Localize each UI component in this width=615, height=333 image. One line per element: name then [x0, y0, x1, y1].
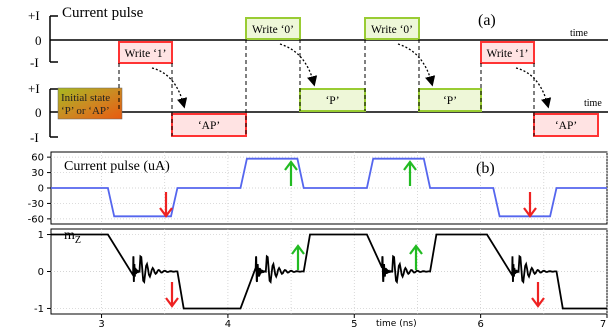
write-0-box-first — [245, 17, 301, 40]
transition-arrow — [515, 67, 552, 109]
down-arrow-red — [531, 282, 545, 308]
state-ap-box-second — [533, 113, 599, 137]
y-tick-label: -60 — [28, 214, 44, 225]
mz-series-line — [51, 233, 607, 310]
dashed-connectors — [118, 39, 535, 136]
up-arrow-green — [291, 244, 305, 270]
x-tick-label: 3 — [98, 319, 104, 330]
write-1-label-first: Write ‘1’ — [124, 48, 166, 60]
x-tick-label: 6 — [477, 319, 483, 330]
x-axis-label: time (ns) — [376, 319, 417, 329]
state-p-label-second: ‘P’ — [443, 95, 457, 107]
tick-label-a1-zero: 0 — [35, 33, 42, 48]
y-tick-label: 0 — [38, 184, 44, 195]
panel-a: +I 0 -I Current pulse (a) time Write ‘1’… — [28, 5, 608, 145]
transition-arrows — [151, 43, 552, 109]
initial-state-line1: Initial state — [61, 92, 110, 104]
y-tick-label: -1 — [34, 304, 44, 315]
down-arrow-red — [165, 282, 179, 308]
y-tick-label: -30 — [28, 199, 44, 210]
tick-label-a2-plus: +I — [28, 81, 40, 96]
y-tick-label: 1 — [38, 230, 44, 241]
current-plot-title: Current pulse (uA) — [64, 159, 170, 174]
write-0-box-second — [364, 17, 420, 40]
up-arrow-green — [409, 244, 423, 270]
initial-state-line2: ‘P’ or ‘AP’ — [61, 105, 110, 117]
write-0-label-first: Write ‘0’ — [252, 24, 294, 36]
write-0-label-second: Write ‘0’ — [371, 24, 413, 36]
y-tick-label: 30 — [31, 168, 44, 179]
down-arrow-red — [159, 192, 173, 218]
down-arrow-red — [523, 192, 537, 218]
current-arrows — [159, 160, 537, 218]
panel-a-label: (a) — [478, 12, 496, 29]
write-1-box-second — [480, 41, 535, 64]
initial-state-box — [57, 87, 123, 120]
mz-y-ticks: 1 0 -1 — [34, 230, 51, 315]
y-tick-label: 60 — [31, 153, 44, 164]
x-tick-labels: 3 4 5 6 7 — [98, 314, 608, 330]
tick-label-a1-minus: -I — [30, 55, 39, 70]
x-tick-label: 5 — [351, 319, 357, 330]
write-1-label-second: Write ‘1’ — [486, 48, 528, 60]
state-p-box-first — [299, 88, 366, 112]
tick-label-a2-zero: 0 — [35, 105, 42, 120]
write-1-box-first — [118, 41, 173, 64]
transition-arrow — [397, 43, 436, 87]
up-arrow-green — [403, 160, 417, 186]
mz-plot-title: mZ — [64, 228, 81, 246]
state-p-label-first: ‘P’ — [325, 95, 339, 107]
time-label-a2: time — [584, 98, 602, 109]
current-series-line — [51, 157, 607, 218]
state-ap-label-second: ‘AP’ — [555, 120, 577, 132]
panel-a-title: Current pulse — [62, 5, 144, 21]
up-arrow-green — [284, 160, 298, 186]
current-y-ticks: 60 30 0 -30 -60 — [28, 153, 51, 225]
transition-arrow — [279, 43, 318, 87]
x-tick-label: 4 — [225, 319, 231, 330]
time-label-a1: time — [570, 28, 588, 39]
mz-arrows — [165, 244, 545, 308]
tick-label-a2-minus: -I — [30, 130, 39, 145]
y-tick-label: 0 — [38, 267, 44, 278]
transition-arrow — [151, 67, 188, 109]
panel-b-label: (b) — [476, 160, 495, 177]
x-tick-label: 7 — [600, 319, 606, 330]
state-ap-label-first: ‘AP’ — [198, 120, 220, 132]
tick-label-a1-plus: +I — [28, 8, 40, 23]
